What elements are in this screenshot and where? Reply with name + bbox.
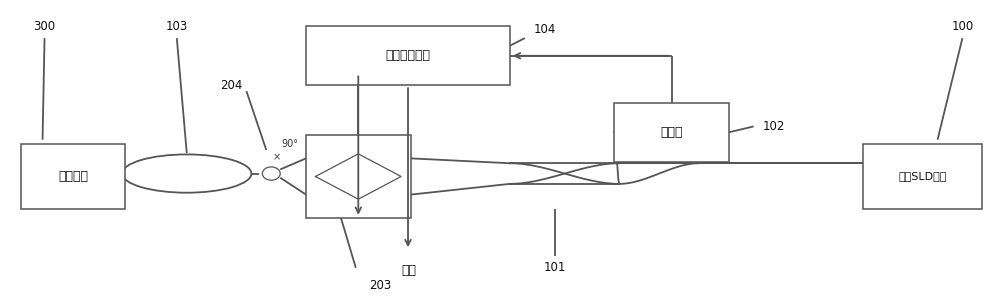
Text: 探测器: 探测器 bbox=[660, 126, 683, 139]
FancyBboxPatch shape bbox=[21, 144, 125, 209]
Text: 203: 203 bbox=[370, 279, 392, 292]
Text: 待测SLD光源: 待测SLD光源 bbox=[898, 172, 947, 182]
Text: 敏感元件: 敏感元件 bbox=[58, 170, 88, 183]
Ellipse shape bbox=[262, 167, 280, 180]
Text: 104: 104 bbox=[534, 23, 556, 36]
Text: 204: 204 bbox=[220, 79, 243, 92]
Text: ×: × bbox=[272, 152, 280, 162]
Text: 101: 101 bbox=[544, 261, 566, 274]
Text: 300: 300 bbox=[33, 20, 56, 33]
Text: 103: 103 bbox=[166, 20, 188, 33]
Text: 信号处理电路: 信号处理电路 bbox=[386, 49, 431, 62]
FancyBboxPatch shape bbox=[306, 26, 510, 85]
Text: 输出: 输出 bbox=[401, 264, 416, 277]
Text: 102: 102 bbox=[762, 120, 785, 133]
FancyBboxPatch shape bbox=[306, 135, 411, 218]
Text: 90°: 90° bbox=[281, 139, 298, 149]
FancyBboxPatch shape bbox=[614, 103, 729, 162]
FancyBboxPatch shape bbox=[863, 144, 982, 209]
Text: 100: 100 bbox=[951, 20, 974, 33]
